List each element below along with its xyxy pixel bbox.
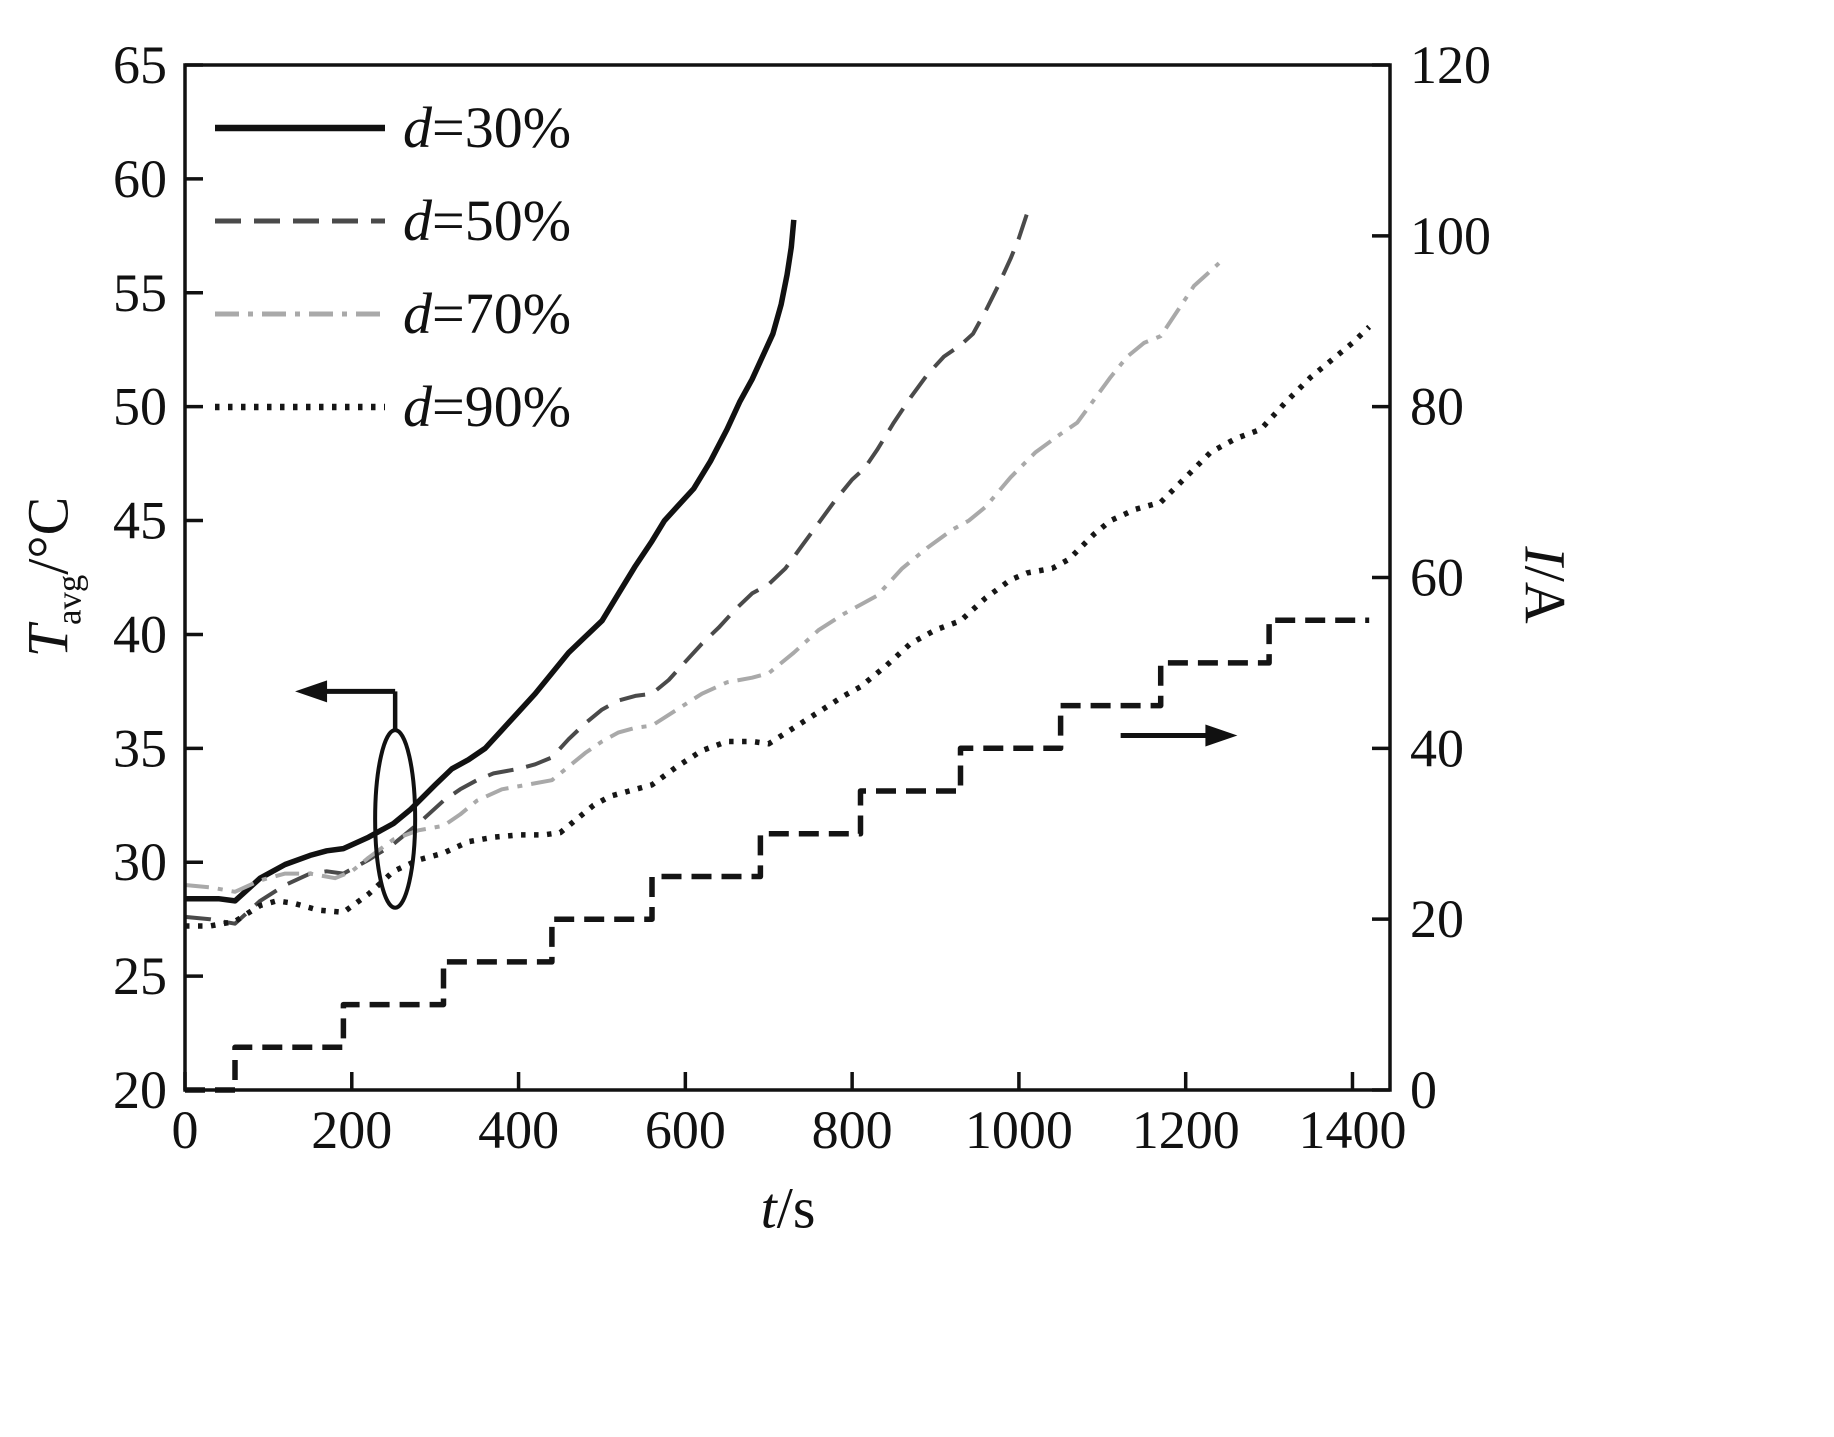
curve-group-ellipse [373, 728, 418, 910]
left-tick-label: 25 [113, 946, 167, 1006]
left-tick-label: 20 [113, 1060, 167, 1120]
x-tick-label: 600 [645, 1100, 726, 1160]
x-axis-unit: /s [776, 1175, 816, 1241]
left-axis-arrow-head [295, 680, 328, 703]
right-axis-title: I/A [1512, 546, 1579, 623]
left-tick-label: 55 [113, 263, 167, 323]
right-tick-label: 0 [1410, 1060, 1437, 1120]
x-axis-symbol: t [760, 1175, 777, 1241]
left-axis-unit: /°C [15, 496, 81, 575]
x-tick-label: 400 [478, 1100, 559, 1160]
legend: d=30% d=50% d=70% d=90% [215, 95, 571, 439]
left-tick-label: 40 [113, 604, 167, 664]
left-tick-label: 65 [113, 35, 167, 95]
x-tick-label: 1000 [965, 1100, 1073, 1160]
x-tick-label: 1200 [1132, 1100, 1240, 1160]
legend-label-d30: d=30% [403, 95, 571, 160]
right-axis-symbol: I [1512, 546, 1578, 566]
x-tick-label: 0 [172, 1100, 199, 1160]
left-tick-label: 60 [113, 149, 167, 209]
right-tick-label: 40 [1410, 718, 1464, 778]
series-d90 [185, 324, 1372, 929]
x-tick-label: 800 [812, 1100, 893, 1160]
left-axis-subscript: avg [49, 574, 89, 625]
series-d30 [185, 219, 797, 904]
left-axis-symbol: T [15, 624, 81, 658]
legend-label-d70: d=70% [403, 281, 571, 346]
right-tick-label: 80 [1410, 377, 1464, 437]
x-axis-title: t/s [761, 1175, 816, 1242]
left-tick-label: 30 [113, 832, 167, 892]
right-tick-label: 20 [1410, 889, 1464, 949]
right-tick-label: 60 [1410, 548, 1464, 608]
legend-label-d90: d=90% [403, 374, 571, 439]
right-tick-label: 120 [1410, 35, 1491, 95]
x-tick-label: 200 [311, 1100, 392, 1160]
x-tick-label: 1400 [1298, 1100, 1406, 1160]
plot-border [183, 63, 1392, 1092]
right-tick-label: 100 [1410, 206, 1491, 266]
series-current [185, 617, 1370, 1093]
right-axis-ticks: 0 20 40 60 80 100 120 [1372, 35, 1491, 1120]
left-axis-title: Tavg/°C [15, 497, 90, 658]
left-tick-label: 50 [113, 377, 167, 437]
left-axis-ticks: 20 25 30 35 40 45 50 55 60 65 [113, 35, 203, 1120]
series-d70 [184, 261, 1221, 894]
right-axis-unit: /A [1512, 565, 1578, 624]
x-axis-ticks: 0 200 400 600 800 1000 1200 1400 [172, 1072, 1406, 1160]
left-tick-label: 45 [113, 491, 167, 551]
right-axis-arrow-head [1205, 724, 1238, 747]
legend-label-d50: d=50% [403, 188, 571, 253]
left-tick-label: 35 [113, 718, 167, 778]
annotations [295, 680, 1238, 910]
